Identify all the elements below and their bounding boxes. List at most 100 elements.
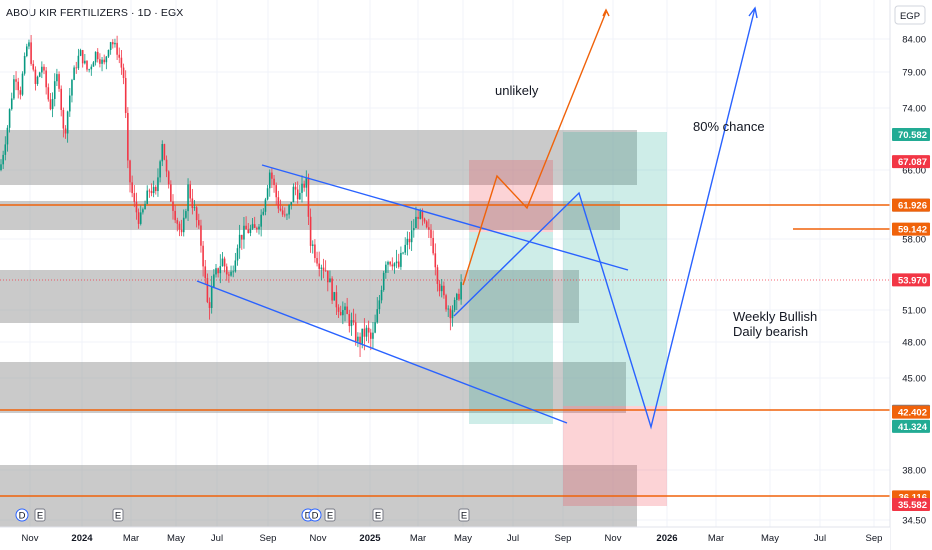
candle-body xyxy=(66,111,69,134)
candle-body xyxy=(318,263,320,269)
candle-body xyxy=(410,230,413,243)
candle-body xyxy=(301,183,303,193)
candle-body xyxy=(453,300,456,311)
candle-body xyxy=(62,109,65,129)
candle-body xyxy=(8,109,11,128)
candle-body xyxy=(337,307,340,312)
y-tick-label: 38.00 xyxy=(902,466,926,477)
candle-body xyxy=(458,293,460,300)
candle-body xyxy=(34,69,37,84)
candle-body xyxy=(307,177,310,217)
candle-body xyxy=(241,234,243,240)
candle-body xyxy=(75,67,78,69)
candle-body xyxy=(23,55,26,74)
candle-body xyxy=(152,186,155,194)
candle-body xyxy=(165,159,168,172)
candle-body xyxy=(258,226,260,230)
candle-body xyxy=(19,90,22,95)
candle-body xyxy=(378,300,381,310)
candle-body xyxy=(161,144,164,162)
candle-body xyxy=(305,177,308,188)
x-tick-label: 2026 xyxy=(656,533,677,544)
candle-body xyxy=(208,302,211,308)
annotation-weekly: Weekly Bullish xyxy=(733,309,817,324)
candle-body xyxy=(228,274,230,276)
candle-body xyxy=(133,193,136,202)
candle-body xyxy=(374,322,376,333)
x-tick-label: Sep xyxy=(866,533,883,544)
candle-body xyxy=(139,212,142,224)
earnings-marker-label: E xyxy=(327,511,333,522)
candle-body xyxy=(260,214,262,227)
supply-demand-zone xyxy=(0,130,637,185)
candle-body xyxy=(185,211,187,218)
candle-body xyxy=(352,320,355,323)
x-tick-label: 2025 xyxy=(359,533,381,544)
candle-body xyxy=(155,186,157,192)
candle-body xyxy=(131,182,133,194)
y-tick-label: 74.00 xyxy=(902,104,926,115)
candle-body xyxy=(331,278,333,301)
candle-body xyxy=(30,42,32,64)
candle-body xyxy=(157,177,159,192)
candle-body xyxy=(367,327,370,333)
candle-body xyxy=(234,260,237,272)
position-target-area xyxy=(563,132,667,406)
dividend-marker xyxy=(308,508,322,522)
candle-body xyxy=(150,191,153,194)
candle-body xyxy=(333,292,336,301)
supply-demand-zone xyxy=(0,362,626,413)
candle-body xyxy=(320,267,323,269)
candle-body xyxy=(217,268,219,274)
candle-body xyxy=(51,98,54,110)
candle-body xyxy=(200,225,202,246)
candle-body xyxy=(268,172,271,189)
price-tag xyxy=(892,155,930,169)
candle-body xyxy=(159,161,161,178)
candle-body xyxy=(116,42,118,55)
candle-body xyxy=(112,42,114,45)
candle-body xyxy=(58,74,60,89)
candle-body xyxy=(344,306,346,311)
candle-body xyxy=(187,184,189,212)
candle-body xyxy=(404,244,406,253)
candle-body xyxy=(438,283,441,292)
candle-body xyxy=(174,210,176,221)
y-tick-label: 66.00 xyxy=(902,166,926,177)
candle-body xyxy=(443,285,445,296)
price-tag xyxy=(892,498,930,512)
candle-body xyxy=(365,327,368,337)
arrow-head xyxy=(748,6,758,19)
candle-body xyxy=(170,184,172,202)
candle-body xyxy=(299,192,301,200)
candle-body xyxy=(193,207,196,209)
candle-body xyxy=(172,201,174,211)
candle-body xyxy=(249,228,252,233)
price-tag-label: 53.970 xyxy=(898,275,927,286)
x-tick-label: Jul xyxy=(507,533,519,544)
candle-body xyxy=(56,74,58,82)
candle-body xyxy=(339,311,342,316)
candle-body xyxy=(322,267,325,271)
candle-body xyxy=(206,278,209,303)
candle-body xyxy=(94,51,97,63)
candle-body xyxy=(350,320,353,327)
price-tag-label: 35.582 xyxy=(898,500,927,511)
price-tag xyxy=(892,405,930,419)
candle-body xyxy=(178,223,181,230)
candle-body xyxy=(397,261,400,267)
x-tick-label: May xyxy=(167,533,185,544)
candle-body xyxy=(77,55,80,69)
candle-body xyxy=(213,274,215,288)
candle-body xyxy=(114,42,116,45)
candle-body xyxy=(10,98,13,110)
candle-body xyxy=(415,216,417,229)
candle-body xyxy=(176,220,179,224)
candle-body xyxy=(163,144,166,160)
dividend-marker-label: D xyxy=(19,511,26,522)
candle-body xyxy=(419,211,422,219)
candle-body xyxy=(391,264,394,267)
position-target-area xyxy=(469,232,553,424)
candle-body xyxy=(346,306,348,315)
